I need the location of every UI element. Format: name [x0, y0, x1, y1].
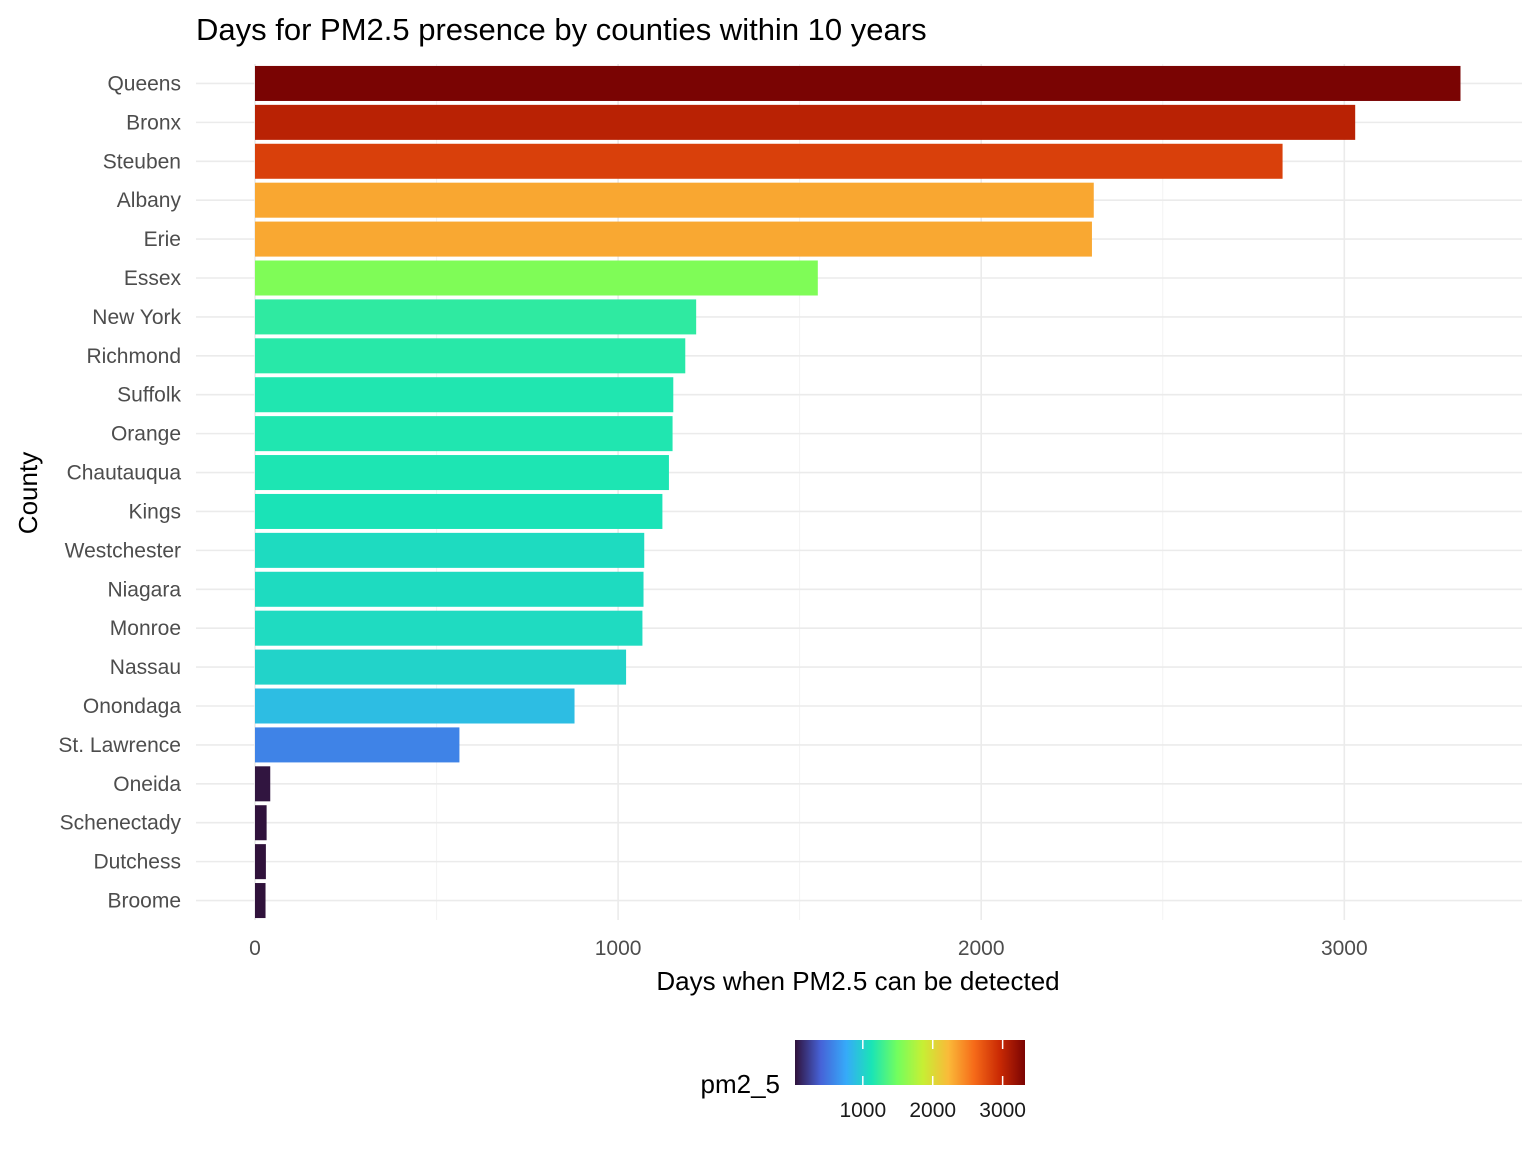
legend-tick-label: 3000: [979, 1099, 1026, 1122]
bar-bronx: [255, 104, 1356, 140]
bar-niagara: [255, 571, 644, 607]
legend-ticks: 1000 2000 3000: [839, 1040, 1026, 1122]
legend-title: pm2_5: [701, 1069, 781, 1099]
bar-broome: [255, 883, 266, 919]
y-tick-label: Essex: [124, 267, 182, 290]
chart-title: Days for PM2.5 presence by counties with…: [196, 12, 927, 47]
y-tick-label: Orange: [111, 423, 181, 446]
bar-richmond: [255, 338, 686, 374]
y-tick-label: St. Lawrence: [58, 734, 181, 757]
x-tick-label: 3000: [1321, 937, 1368, 960]
y-tick-label: Albany: [117, 189, 182, 212]
y-tick-label: Westchester: [65, 539, 181, 562]
legend-tick-label: 1000: [839, 1099, 886, 1122]
x-tick-label: 2000: [958, 937, 1005, 960]
y-tick-label: Queens: [107, 72, 181, 95]
y-tick-label: New York: [92, 306, 181, 329]
bar-albany: [255, 182, 1094, 218]
bar-new-york: [255, 299, 697, 335]
y-tick-label: Onondaga: [83, 695, 181, 718]
y-axis-tick-labels: Queens Bronx Steuben Albany Erie Essex New Yor…: [58, 72, 181, 912]
y-tick-label: Schenectady: [60, 812, 182, 835]
bar-steuben: [255, 143, 1283, 179]
y-tick-label: Oneida: [113, 773, 181, 796]
bar-kings: [255, 493, 663, 529]
bar-westchester: [255, 532, 645, 568]
y-tick-label: Nassau: [110, 656, 181, 679]
y-tick-label: Suffolk: [117, 384, 181, 407]
legend-tick-label: 2000: [909, 1099, 956, 1122]
bar-chautauqua: [255, 455, 669, 491]
y-tick-label: Broome: [107, 890, 181, 913]
x-axis-title: Days when PM2.5 can be detected: [656, 966, 1059, 996]
bar-suffolk: [255, 377, 674, 413]
bar-dutchess: [255, 844, 266, 880]
y-tick-label: Richmond: [86, 345, 181, 368]
x-tick-label: 1000: [595, 937, 642, 960]
bar-onondaga: [255, 688, 575, 724]
bar-queens: [255, 65, 1461, 101]
bars: [255, 65, 1461, 919]
y-tick-label: Monroe: [110, 617, 181, 640]
legend-colorbar: [795, 1040, 1025, 1085]
y-tick-label: Dutchess: [93, 851, 181, 874]
bar-erie: [255, 221, 1092, 257]
bar-orange: [255, 416, 673, 452]
y-tick-label: Steuben: [103, 150, 181, 173]
bar-st-lawrence: [255, 727, 460, 763]
x-tick-label: 0: [249, 937, 261, 960]
y-tick-label: Chautauqua: [67, 462, 182, 485]
y-tick-label: Bronx: [126, 111, 181, 134]
bar-essex: [255, 260, 818, 296]
y-axis-title: County: [13, 452, 43, 534]
bar-schenectady: [255, 805, 267, 841]
y-tick-label: Erie: [144, 228, 181, 251]
y-tick-label: Niagara: [107, 578, 181, 601]
y-tick-label: Kings: [128, 500, 181, 523]
bar-monroe: [255, 610, 643, 646]
bar-oneida: [255, 766, 271, 802]
color-legend: pm2_5 1000 2000 3000: [701, 1040, 1026, 1122]
bar-nassau: [255, 649, 627, 685]
x-axis-tick-labels: 0 1000 2000 3000: [249, 937, 1368, 960]
